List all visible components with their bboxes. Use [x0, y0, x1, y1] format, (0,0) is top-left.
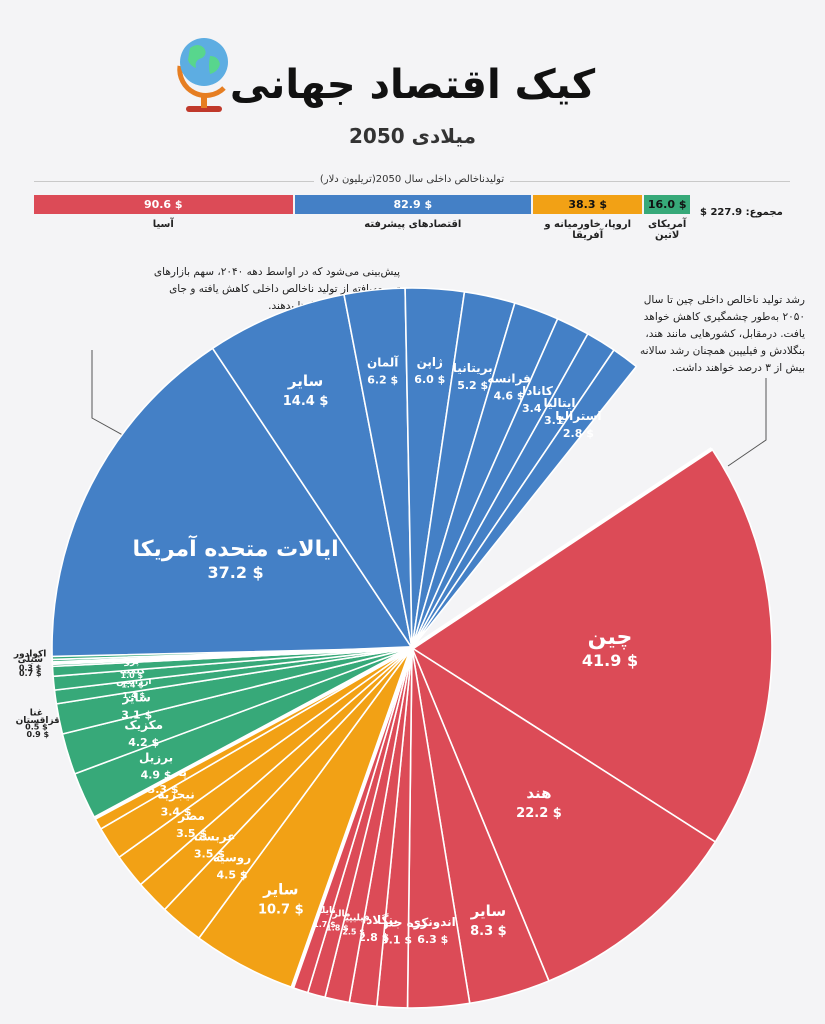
pie-slice-advanced-0 — [51, 347, 413, 664]
slice-value-asia-2: 8.3 $ — [470, 924, 507, 939]
slice-value-emea-11: 0.5 $ — [25, 723, 48, 732]
slice-label-asia-7: مالزی — [324, 910, 350, 920]
slice-value-emea-3: 3.5 $ — [176, 827, 207, 840]
slice-value-emea-2: 3.5 $ — [194, 847, 225, 860]
slice-label-latam-2: سایر — [122, 690, 151, 704]
note-left-leader — [91, 350, 129, 439]
slice-value-advanced-3: 6.0 $ — [414, 373, 445, 386]
slice-label-latam-4: کلمبیا — [120, 667, 146, 677]
slice-label-asia-1: هند — [526, 784, 551, 802]
slice-label-advanced-2: آلمان — [367, 355, 399, 370]
slice-value-advanced-8: 2.8 $ — [563, 427, 594, 440]
slice-label-latam-1: مکزیک — [124, 718, 163, 732]
region-bar-advanced: 82.9 $ — [294, 195, 532, 214]
slice-value-latam-3: 1.4 $ — [123, 691, 146, 700]
note-china: رشد تولید ناخالص داخلی چین تا سال ۲۰۵۰ ب… — [640, 294, 805, 374]
slice-label-latam-0: برزیل — [139, 751, 173, 765]
slice-label-advanced-6: کانادا — [522, 384, 553, 398]
slice-label-advanced-1: سایر — [287, 372, 323, 390]
slice-value-asia-6: 2.5 $ — [342, 928, 365, 937]
slice-label-emea-1: روسیه — [213, 851, 251, 866]
group-separator-latam — [93, 646, 413, 820]
region-label-advanced: اقتصادهای پیشرفته — [364, 219, 462, 230]
slice-value-advanced-0: 37.2 $ — [208, 563, 264, 582]
page-subtitle: 2050 میلادی — [349, 124, 476, 148]
slice-value-advanced-2: 6.2 $ — [367, 374, 398, 387]
slice-value-emea-4: 3.4 $ — [161, 805, 192, 818]
slice-value-latam-5: 1.0 $ — [121, 671, 144, 680]
slice-value-advanced-1: 14.4 $ — [283, 394, 329, 409]
bar-caption: تولیدناخالص داخلی سال 2050(تریلیون دلار) — [34, 174, 790, 185]
slice-value-latam-1: 4.2 $ — [128, 736, 159, 749]
slice-value-asia-7: 1.8 $ — [326, 924, 349, 933]
slice-value-advanced-4: 5.2 $ — [457, 379, 488, 392]
slice-value-asia-5: 2.8 $ — [358, 931, 389, 944]
slice-label-advanced-4: بریتانیا — [453, 361, 493, 375]
region-bar-latam: 16.0 $ — [644, 195, 690, 214]
page-title: کیک اقتصاد جهانی — [229, 62, 596, 108]
slice-label-emea-11: غنا — [30, 709, 43, 719]
slice-label-asia-8: تایلند — [313, 906, 336, 916]
bar-caption-text: تولیدناخالص داخلی سال 2050(تریلیون دلار) — [313, 174, 511, 185]
slice-label-advanced-8: استرالیا — [555, 409, 601, 423]
slice-label-latam-6: شیلی — [18, 655, 43, 665]
slice-value-advanced-5: 4.6 $ — [494, 390, 525, 403]
slice-value-latam-0: 4.9 $ — [141, 769, 172, 782]
slice-label-advanced-5: فرانسه — [487, 372, 530, 386]
slice-value-asia-4: 3.1 $ — [381, 933, 412, 946]
slice-label-advanced-7: ایتالیا — [544, 396, 576, 410]
group-separator-advanced — [52, 646, 413, 666]
region-bar-asia: 90.6 $ — [34, 195, 293, 214]
slice-value-asia-0: 41.9 $ — [582, 651, 638, 670]
slice-label-asia-0: چین — [588, 625, 633, 650]
pie-slice-asia-1 — [411, 647, 717, 982]
slice-value-asia-3: 6.3 $ — [417, 933, 448, 946]
slice-label-emea-0: سایر — [262, 880, 298, 898]
slice-value-asia-1: 22.2 $ — [516, 806, 562, 821]
slice-value-emea-1: 4.5 $ — [217, 869, 248, 882]
slice-label-advanced-3: ژاپن — [417, 355, 443, 369]
slice-label-asia-6: فیلیپین — [337, 914, 369, 924]
slice-label-emea-10: قزاقستان — [16, 716, 60, 726]
slice-value-latam-6: 0.7 $ — [19, 669, 42, 678]
slice-value-latam-2: 3.1 $ — [121, 708, 152, 721]
slice-value-latam-4: 1.4 $ — [121, 681, 144, 690]
region-label-latam: آمریکای لاتین — [647, 219, 687, 241]
pie-slice-advanced-8 — [411, 349, 638, 649]
slice-label-advanced-0: ایالات متحده آمریکا — [133, 534, 339, 562]
slice-value-emea-10: 0.9 $ — [27, 730, 50, 739]
slice-label-latam-7: اکوادور — [13, 650, 46, 660]
slice-label-asia-3: اندونزی — [410, 915, 456, 930]
slice-value-asia-8: 1.7 $ — [313, 920, 336, 929]
region-label-emea: اروپا، خاورمیانه و آفریقا — [544, 219, 632, 241]
total-label: مجموع: 227.9 $ — [700, 207, 783, 218]
pie-slice-asia-0 — [411, 447, 773, 843]
pie-slice-advanced-1 — [211, 293, 413, 649]
group-separator-asia — [410, 447, 713, 650]
region-bar-emea: 38.3 $ — [533, 195, 643, 214]
group-separator-emea — [290, 647, 414, 989]
region-label-asia: آسیا — [152, 219, 174, 230]
slice-label-asia-2: سایر — [470, 902, 506, 920]
note-right-leader — [727, 378, 767, 467]
slice-label-emea-3: مصر — [177, 809, 205, 823]
slice-value-latam-7: 0.3 $ — [19, 664, 42, 673]
globe-icon — [177, 38, 228, 112]
slice-value-emea-0: 10.7 $ — [258, 902, 304, 917]
